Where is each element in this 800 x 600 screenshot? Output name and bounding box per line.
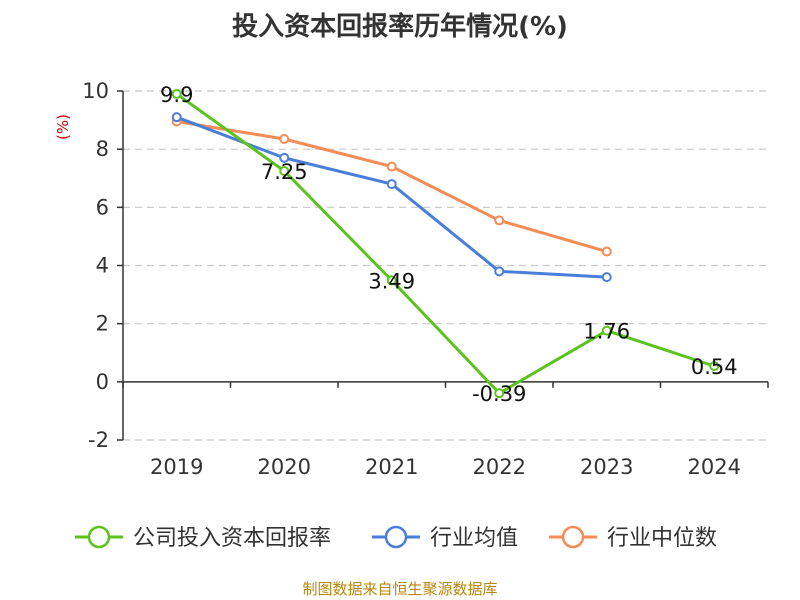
data-label: 0.54: [691, 355, 738, 379]
data-point: [386, 275, 397, 286]
data-labels: 9.9 7.25 3.49 -0.39 1.76 0.54: [160, 83, 738, 406]
legend-label: 公司投入资本回报率: [133, 526, 331, 551]
series-line-0: [175, 92, 715, 395]
legend: 公司投入资本回报率 行业均值 行业中位数: [75, 525, 717, 551]
data-point: [601, 325, 612, 336]
data-point: [494, 215, 505, 226]
x-tick-label: 2020: [258, 455, 311, 479]
y-tick-label: 0: [96, 370, 109, 394]
data-point: [386, 161, 397, 172]
x-tick-label: 2024: [688, 455, 741, 479]
legend-marker-0: [87, 525, 111, 549]
source-note: 制图数据来自恒生聚源数据库: [302, 580, 498, 598]
series-lines: [171, 88, 720, 399]
y-tick-label: 8: [96, 137, 109, 161]
legend-marker-2: [561, 525, 585, 549]
y-tick-label: 10: [82, 79, 109, 103]
data-label: 3.49: [368, 269, 415, 293]
data-point: [601, 272, 612, 283]
y-tick-label: 2: [96, 312, 109, 336]
data-label: -0.39: [472, 382, 526, 406]
y-axis-unit-label: (%): [54, 114, 72, 140]
y-tick-label: -2: [88, 428, 109, 452]
data-point: [171, 88, 182, 99]
data-point: [171, 112, 182, 123]
data-point: [494, 388, 505, 399]
data-label: 1.76: [583, 320, 630, 344]
chart-title: 投入资本回报率历年情况(%): [232, 12, 568, 42]
legend-marker-1: [384, 525, 408, 549]
data-point: [601, 246, 612, 257]
x-tick-label: 2021: [365, 455, 418, 479]
axes: -2 0 2 4 6 8 10 (%) 2019 2020 2021 2022 2023 2024: [54, 79, 769, 479]
data-label: 9.9: [160, 83, 193, 107]
y-tick-label: 4: [96, 254, 109, 278]
legend-label: 行业中位数: [607, 526, 717, 551]
data-point: [279, 133, 290, 144]
data-point: [386, 179, 397, 190]
legend-label: 行业均值: [430, 526, 518, 551]
x-tick-label: 2023: [580, 455, 633, 479]
data-label: 7.25: [261, 160, 308, 184]
data-point: [279, 165, 290, 176]
y-tick-label: 6: [96, 195, 109, 219]
x-tick-label: 2019: [150, 455, 203, 479]
x-tick-label: 2022: [473, 455, 526, 479]
data-point: [279, 152, 290, 163]
data-point: [709, 361, 720, 372]
data-point: [494, 266, 505, 277]
